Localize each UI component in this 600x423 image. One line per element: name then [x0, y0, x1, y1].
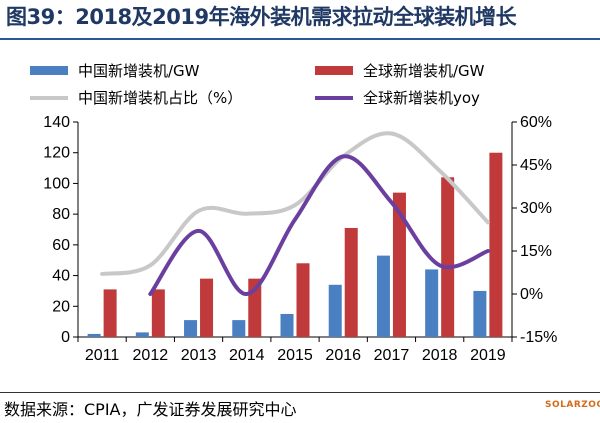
legend-label: 全球新增装机/GW — [363, 62, 485, 80]
chart-bars — [87, 152, 503, 337]
bar — [184, 320, 198, 337]
bar — [200, 278, 214, 337]
bar — [151, 289, 165, 337]
x-tick-label: 2016 — [325, 347, 361, 364]
series-line — [148, 154, 490, 296]
x-tick-label: 2017 — [374, 347, 410, 364]
legend-label: 中国新增装机/GW — [78, 62, 200, 80]
legend-swatch — [30, 66, 68, 75]
y-right-tick-label: -15% — [520, 329, 557, 346]
y-left-tick-label: 40 — [52, 268, 70, 285]
y-right-tick-label: 30% — [520, 200, 552, 217]
y-right-tick-label: 60% — [520, 114, 552, 131]
y-left-tick-label: 80 — [52, 206, 70, 223]
y-left-tick-label: 120 — [43, 145, 70, 162]
y-right-tick-label: 45% — [520, 157, 552, 174]
legend-swatch — [315, 66, 353, 75]
chart-title: 图39：2018及2019年海外装机需求拉动全球装机增长 — [6, 5, 517, 29]
bar — [376, 255, 390, 337]
bar — [296, 263, 310, 337]
y-left-tick-label: 0 — [61, 329, 70, 346]
chart-axes: 0 20 40 60 80 100 120 140 -15% 0% 15% 30% 45% 60% 2011… — [43, 114, 557, 364]
footer-divider — [0, 392, 600, 393]
legend-label: 中国新增装机占比（%） — [78, 89, 242, 107]
x-tick-label: 2018 — [422, 347, 458, 364]
series-line — [100, 131, 490, 276]
source-note: 数据来源：CPIA，广发证券发展研究中心 — [4, 400, 297, 419]
x-tick-label: 2019 — [470, 347, 506, 364]
bar — [392, 192, 406, 337]
bar — [425, 269, 439, 337]
bar — [103, 289, 117, 337]
x-tick-label: 2011 — [85, 347, 120, 364]
bar — [232, 320, 246, 337]
chart-lines — [100, 131, 490, 296]
bar — [489, 152, 503, 337]
y-left-tick-label: 20 — [52, 298, 70, 315]
bar — [473, 290, 487, 337]
legend-label: 全球新增装机yoy — [363, 89, 480, 107]
bar — [87, 333, 101, 337]
bar — [344, 227, 358, 337]
x-tick-label: 2015 — [277, 347, 313, 364]
watermark-logo: SOLARZOOM — [545, 400, 600, 410]
x-tick-label: 2012 — [133, 347, 169, 364]
y-left-tick-label: 140 — [43, 114, 70, 131]
bar — [328, 284, 342, 337]
y-left-tick-label: 60 — [52, 237, 70, 254]
bar — [441, 177, 455, 337]
x-tick-label: 2013 — [181, 347, 217, 364]
y-right-tick-label: 15% — [520, 243, 552, 260]
bar — [135, 332, 149, 337]
bar — [280, 313, 294, 337]
y-left-tick-label: 100 — [43, 175, 70, 192]
x-tick-label: 2014 — [229, 347, 265, 364]
title-divider — [0, 38, 600, 40]
chart-legend: 中国新增装机/GW 全球新增装机/GW 中国新增装机占比（%） 全球新增装机yoy — [30, 62, 485, 107]
y-right-tick-label: 0% — [520, 286, 543, 303]
